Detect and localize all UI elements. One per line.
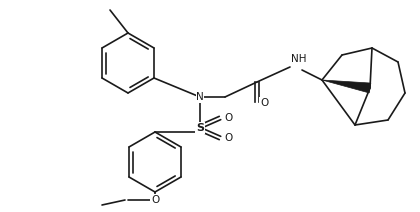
Text: O: O: [224, 133, 232, 143]
Text: O: O: [260, 98, 268, 108]
Text: O: O: [224, 113, 232, 123]
Text: S: S: [196, 123, 204, 133]
Text: N: N: [196, 92, 204, 102]
Text: NH: NH: [291, 54, 307, 64]
Polygon shape: [322, 80, 371, 93]
Text: O: O: [151, 195, 159, 205]
